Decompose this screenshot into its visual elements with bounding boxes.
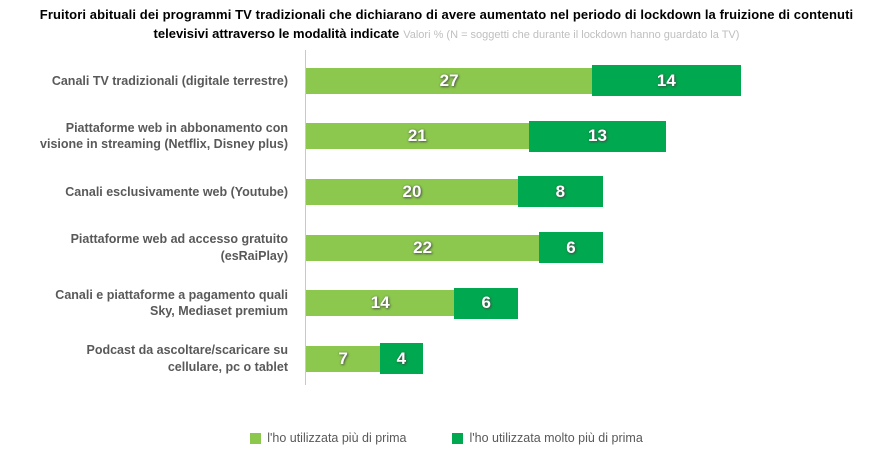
bar-segment-piu-di-prima: 20 bbox=[306, 178, 518, 205]
bar-segment-molto-piu-di-prima: 14 bbox=[592, 65, 741, 97]
bar-value: 13 bbox=[588, 126, 607, 146]
stacked-bar: 14 6 bbox=[306, 287, 518, 319]
bar-value: 22 bbox=[413, 237, 433, 257]
bar-segment-molto-piu-di-prima: 4 bbox=[380, 343, 423, 375]
bar-value: 14 bbox=[370, 293, 390, 313]
chart-row: Canali esclusivamente web (Youtube) 20 8 bbox=[0, 164, 893, 220]
legend-label: l'ho utilizzata più di prima bbox=[267, 431, 407, 445]
bar-segment-piu-di-prima: 7 bbox=[306, 345, 381, 372]
bar-segment-molto-piu-di-prima: 6 bbox=[539, 232, 603, 264]
legend-swatch-light-green bbox=[250, 432, 262, 444]
bar-segment-molto-piu-di-prima: 8 bbox=[518, 176, 603, 208]
bar-value: 14 bbox=[656, 70, 676, 90]
stacked-bar: 20 8 bbox=[306, 176, 603, 208]
bar-segment-piu-di-prima: 14 bbox=[306, 290, 455, 317]
bar-segment-molto-piu-di-prima: 13 bbox=[528, 120, 667, 152]
bar-value: 21 bbox=[407, 126, 427, 146]
category-label: Canali TV tradizionali (digitale terrest… bbox=[51, 73, 288, 88]
stacked-bar: 27 14 bbox=[306, 65, 741, 97]
bar-value: 4 bbox=[396, 348, 407, 368]
stacked-bar: 21 13 bbox=[306, 120, 667, 152]
bar-segment-piu-di-prima: 21 bbox=[306, 123, 529, 150]
chart-row: Piattaforme web ad accesso gratuito (esRa… bbox=[0, 220, 893, 276]
chart-title-line1: Fruitori abituali dei programmi TV tradi… bbox=[39, 7, 854, 22]
category-label: Piattaforme web ad accesso gratuito (esRa… bbox=[70, 232, 288, 263]
bar-segment-piu-di-prima: 27 bbox=[306, 67, 593, 94]
chart-title-line2: televisivi attraverso le modalità indica… bbox=[0, 26, 893, 41]
chart-title-line2-text: televisivi attraverso le modalità indica… bbox=[153, 26, 400, 41]
bar-value: 6 bbox=[481, 293, 491, 313]
bar-value: 8 bbox=[555, 181, 566, 201]
legend-item-piu-di-prima: l'ho utilizzata più di prima bbox=[250, 431, 406, 445]
chart-subtitle: Valori % (N = soggetti che durante il lo… bbox=[403, 29, 740, 41]
stacked-bar: 7 4 bbox=[306, 343, 423, 375]
y-axis-line bbox=[305, 50, 306, 385]
bar-rows: Canali TV tradizionali (digitale terrest… bbox=[0, 53, 893, 387]
category-label: Piattaforme web in abbonamento con vision… bbox=[40, 120, 288, 152]
legend-swatch-dark-green bbox=[452, 432, 464, 444]
category-label: Canali e piattaforme a pagamento quali Sk… bbox=[55, 287, 288, 319]
stacked-bar: 22 6 bbox=[306, 232, 603, 264]
bar-value: 27 bbox=[439, 70, 459, 90]
bar-segment-molto-piu-di-prima: 6 bbox=[454, 287, 518, 319]
legend-label: l'ho utilizzata molto più di prima bbox=[469, 431, 643, 445]
chart-row: Podcast da ascoltare/scaricare su cellula… bbox=[0, 331, 893, 387]
bar-value: 20 bbox=[402, 181, 422, 201]
plot-area: Canali TV tradizionali (digitale terrest… bbox=[0, 50, 893, 387]
legend: l'ho utilizzata più di prima l'ho utiliz… bbox=[0, 431, 893, 445]
category-label: Canali esclusivamente web (Youtube) bbox=[65, 184, 288, 199]
bar-value: 6 bbox=[566, 237, 576, 257]
category-label: Podcast da ascoltare/scaricare su cellula… bbox=[86, 343, 288, 374]
legend-item-molto-piu-di-prima: l'ho utilizzata molto più di prima bbox=[452, 431, 643, 445]
chart-title-block: Fruitori abituali dei programmi TV tradi… bbox=[0, 0, 893, 41]
bar-segment-piu-di-prima: 22 bbox=[306, 234, 540, 261]
chart-row: Canali TV tradizionali (digitale terrest… bbox=[0, 53, 893, 109]
chart-row: Canali e piattaforme a pagamento quali Sk… bbox=[0, 275, 893, 331]
chart-row: Piattaforme web in abbonamento con vision… bbox=[0, 109, 893, 165]
bar-value: 7 bbox=[338, 348, 348, 368]
